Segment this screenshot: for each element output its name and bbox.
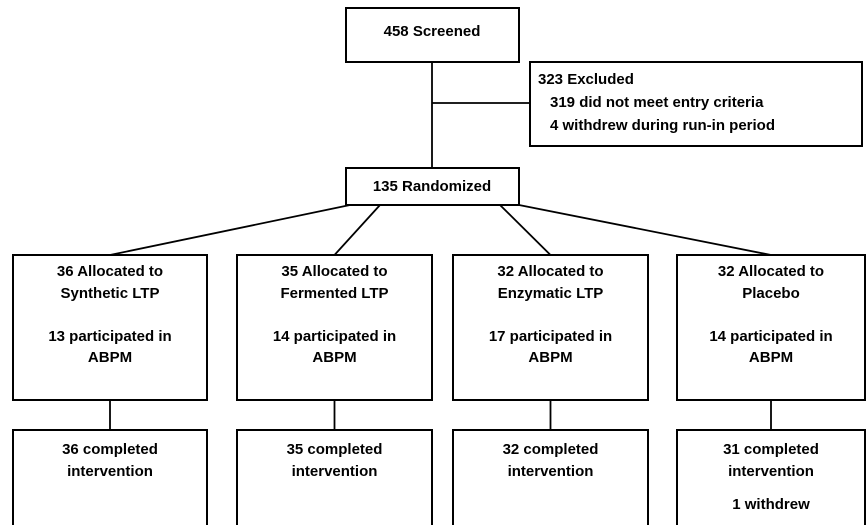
completion-box: [12, 429, 208, 525]
allocated-line: 32 Allocated to: [718, 263, 824, 280]
completed-line: intervention: [728, 463, 814, 480]
allocated-line: 32 Allocated to: [497, 263, 603, 280]
abpm-line: ABPM: [312, 349, 356, 366]
completed-line: intervention: [508, 463, 594, 480]
completed-line: intervention: [67, 463, 153, 480]
completed-line: 31 completed: [723, 441, 819, 458]
abpm-line: 14 participated in: [709, 328, 832, 345]
completed-line: 1 withdrew: [732, 496, 810, 513]
abpm-line: 13 participated in: [48, 328, 171, 345]
allocation-box: [452, 254, 649, 401]
allocated-line: 36 Allocated to: [57, 263, 163, 280]
screened-box: [345, 7, 520, 63]
completion-box: [452, 429, 649, 525]
completed-line: 35 completed: [287, 441, 383, 458]
excluded-box: [529, 61, 863, 147]
allocation-box: [236, 254, 433, 401]
connector: [518, 204, 772, 256]
allocated-line: Synthetic LTP: [61, 285, 160, 302]
connector: [109, 204, 351, 256]
connector: [499, 204, 552, 256]
allocated-line: 35 Allocated to: [281, 263, 387, 280]
completed-line: intervention: [292, 463, 378, 480]
completion-box: [236, 429, 433, 525]
allocated-line: Placebo: [742, 285, 800, 302]
randomized-box: [345, 167, 520, 206]
excluded-line: 319 did not meet entry criteria: [550, 94, 764, 111]
excluded-line: 4 withdrew during run-in period: [550, 117, 775, 134]
abpm-line: ABPM: [528, 349, 572, 366]
allocated-line: Enzymatic LTP: [498, 285, 604, 302]
allocated-line: Fermented LTP: [280, 285, 388, 302]
abpm-line: 17 participated in: [489, 328, 612, 345]
abpm-line: ABPM: [749, 349, 793, 366]
abpm-line: ABPM: [88, 349, 132, 366]
screened-label: 458 Screened: [384, 23, 481, 40]
excluded-line: 323 Excluded: [538, 71, 634, 88]
abpm-line: 14 participated in: [273, 328, 396, 345]
allocation-box: [676, 254, 866, 401]
completion-box: [676, 429, 866, 525]
completed-line: 32 completed: [503, 441, 599, 458]
randomized-label: 135 Randomized: [373, 178, 491, 195]
completed-line: 36 completed: [62, 441, 158, 458]
allocation-box: [12, 254, 208, 401]
connector: [333, 204, 381, 256]
